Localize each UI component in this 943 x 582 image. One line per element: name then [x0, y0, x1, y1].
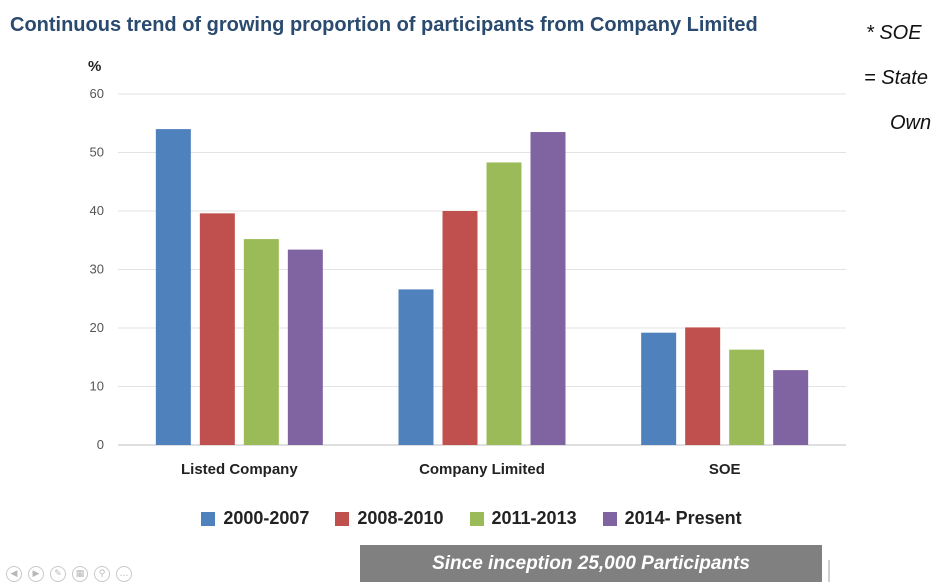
soe-note-line-2: = State	[864, 67, 928, 89]
bar	[530, 132, 566, 445]
next-slide-icon[interactable]: ▶	[28, 566, 44, 582]
legend-item: 2014- Present	[602, 508, 742, 529]
category-label: SOE	[709, 461, 741, 478]
gridlines	[118, 93, 846, 446]
bar	[773, 370, 809, 445]
y-tick-label: 10	[90, 379, 104, 394]
legend-swatch	[469, 511, 484, 526]
legend-item: 2011-2013	[469, 508, 577, 529]
edge-divider	[828, 560, 830, 582]
bar	[199, 213, 235, 445]
legend-swatch	[335, 511, 350, 526]
soe-note-line-1: * SOE	[866, 22, 922, 44]
bar	[442, 211, 478, 445]
bar	[287, 249, 323, 445]
y-tick-label: 30	[90, 262, 104, 277]
bar	[243, 239, 279, 445]
y-tick-label: 50	[90, 145, 104, 160]
participants-banner: Since inception 25,000 Participants	[360, 545, 822, 582]
legend-item: 2008-2010	[335, 508, 444, 529]
category-labels: Listed Company Company Limited SOE	[181, 461, 741, 478]
category-label: Company Limited	[419, 461, 545, 478]
legend-label: 2008-2010	[357, 508, 444, 528]
chart-title: Continuous trend of growing proportion o…	[10, 14, 758, 36]
y-tick-label: 0	[97, 437, 104, 452]
bar	[486, 162, 522, 445]
pen-icon[interactable]: ✎	[50, 566, 66, 582]
bar	[641, 332, 677, 445]
y-tick-labels: 0 10 20 30 40 50 60	[90, 86, 104, 452]
legend-label: 2011-2013	[491, 508, 577, 528]
bar	[398, 289, 434, 445]
bar	[729, 349, 765, 445]
y-tick-label: 20	[90, 320, 104, 335]
legend: 2000-2007 2008-2010 2011-2013 2014- Present	[0, 508, 943, 529]
legend-label: 2000-2007	[223, 508, 310, 528]
y-tick-label: 40	[90, 203, 104, 218]
y-axis-unit: %	[88, 58, 101, 75]
legend-item: 2000-2007	[201, 508, 309, 529]
previous-slide-icon[interactable]: ◀	[6, 566, 22, 582]
bars	[155, 129, 809, 445]
y-tick-label: 60	[90, 86, 104, 101]
zoom-icon[interactable]: ⚲	[94, 566, 110, 582]
legend-label: 2014- Present	[624, 508, 742, 528]
legend-swatch	[602, 511, 617, 526]
legend-swatch	[201, 511, 216, 526]
bar	[155, 129, 191, 445]
soe-note-line-3: Own	[890, 112, 932, 134]
slides-grid-icon[interactable]: ▦	[72, 566, 88, 582]
slide-toolbar: ◀ ▶ ✎ ▦ ⚲ …	[6, 566, 132, 582]
category-label: Listed Company	[181, 461, 298, 478]
more-icon[interactable]: …	[116, 566, 132, 582]
bar	[685, 327, 721, 445]
